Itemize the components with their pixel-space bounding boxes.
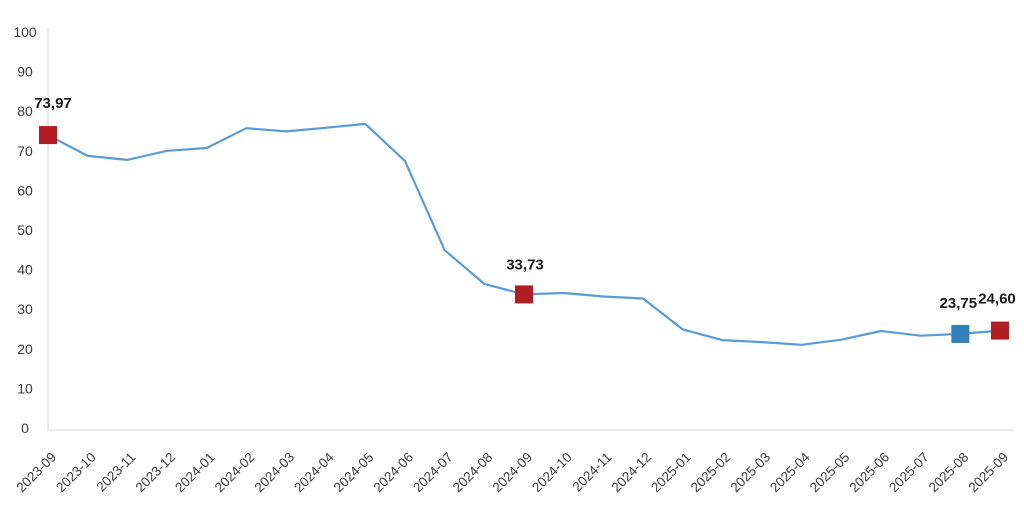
data-point-label: 23,75 (940, 295, 978, 312)
x-axis-tick-label: 2023-11 (94, 450, 139, 495)
series-line (46, 122, 1002, 346)
x-axis-tick-label: 2024-06 (370, 450, 416, 496)
x-axis-tick-label: 2025-07 (886, 450, 932, 496)
x-axis-tick-label: 2025-04 (767, 449, 813, 495)
x-axis-tick-label: 2023-12 (132, 450, 178, 496)
x-axis-tick-label: 2025-06 (846, 450, 892, 496)
x-axis-tick-label: 2024-08 (450, 450, 496, 496)
x-axis-tick-label: 2024-03 (251, 450, 297, 496)
data-point-marker[interactable] (515, 285, 533, 304)
y-axis-tick-label: 30 (17, 301, 33, 317)
x-axis-tick-label: 2024-09 (489, 450, 535, 496)
y-axis-tick-label: 90 (17, 64, 33, 80)
data-point-marker[interactable] (39, 126, 57, 145)
y-axis-tick-label: 80 (17, 103, 33, 119)
y-axis-tick-label: 0 (21, 420, 29, 436)
y-axis-tick-label: 100 (13, 24, 37, 40)
x-axis-tick-label: 2023-10 (53, 450, 99, 496)
x-axis-tick-label: 2024-02 (212, 450, 258, 496)
y-axis-tick-label: 10 (17, 380, 33, 396)
x-axis-tick-label: 2024-07 (410, 450, 456, 496)
data-point-marker[interactable] (951, 324, 970, 343)
x-axis-tick-label: 2025-08 (926, 450, 972, 496)
y-axis-tick-label: 50 (17, 222, 33, 238)
data-point-label: 24,60 (978, 291, 1016, 308)
y-axis-tick-label: 70 (17, 143, 33, 159)
x-axis-tick-label: 2025-03 (727, 450, 773, 496)
y-axis-tick-label: 40 (17, 262, 33, 278)
x-axis-tick-label: 2025-05 (807, 450, 853, 496)
x-axis-tick-label: 2024-04 (291, 449, 337, 495)
y-axis-tick-label: 20 (17, 341, 33, 357)
x-axis-tick-label: 2024-01 (172, 450, 218, 496)
x-axis-tick-label: 2025-09 (965, 450, 1011, 496)
data-point-marker[interactable] (991, 321, 1009, 340)
x-axis-tick-label: 2024-12 (608, 450, 654, 496)
x-axis-tick-label: 2025-02 (688, 450, 734, 496)
x-axis-tick-label: 2023-09 (13, 450, 59, 496)
x-axis-tick-label: 2024-05 (331, 450, 377, 496)
x-axis-tick-label: 2024-11 (570, 450, 615, 495)
data-point-label: 33,73 (506, 256, 544, 273)
x-axis-tick-label: 2024-10 (529, 450, 575, 496)
data-point-label: 73,97 (34, 95, 72, 112)
y-axis-tick-label: 60 (17, 182, 33, 198)
x-axis-tick-label: 2025-01 (648, 450, 694, 496)
